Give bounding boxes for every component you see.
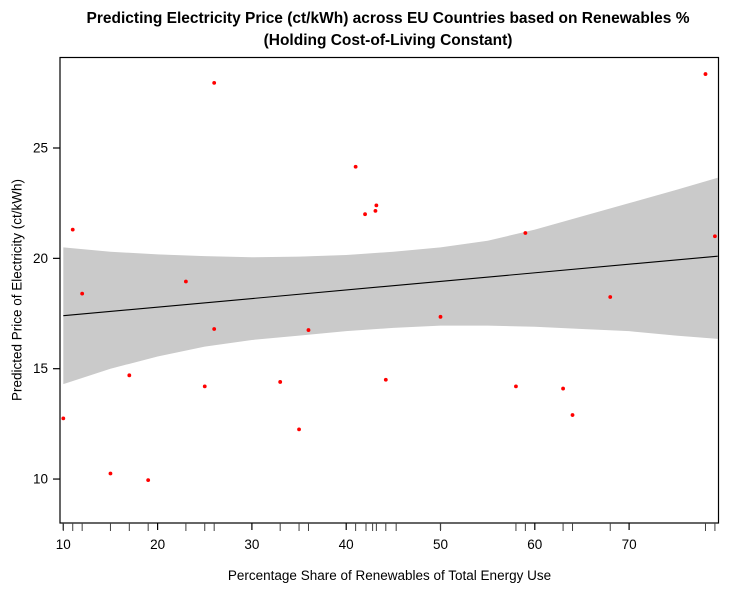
data-point xyxy=(212,80,217,85)
data-point xyxy=(713,234,717,239)
y-axis-title: Predicted Price of Electricity (ct/kWh) xyxy=(9,178,25,402)
data-point xyxy=(127,373,132,378)
data-point xyxy=(363,212,367,217)
data-point xyxy=(146,478,151,483)
data-point xyxy=(61,416,66,421)
data-point xyxy=(108,471,113,476)
chart-title-line2: (Holding Cost-of-Living Constant) xyxy=(263,32,513,49)
data-point xyxy=(80,291,85,296)
chart-title: Predicting Electricity Price (ct/kWh) ac… xyxy=(30,8,746,52)
data-point xyxy=(306,328,311,332)
x-axis-tick-label: 60 xyxy=(527,537,542,552)
y-axis-tick-label: 20 xyxy=(33,251,48,266)
data-point xyxy=(383,377,388,382)
y-axis-tick-label: 15 xyxy=(33,361,48,376)
x-axis-tick-label: 50 xyxy=(433,537,448,552)
x-axis-tick-label: 20 xyxy=(150,537,165,552)
x-axis-tick-label: 40 xyxy=(339,537,354,552)
data-point xyxy=(523,231,528,235)
y-axis-tick-label: 25 xyxy=(33,141,48,156)
data-point xyxy=(202,384,207,389)
x-axis-tick-label: 10 xyxy=(56,537,71,552)
x-axis-tick-label: 30 xyxy=(244,537,259,552)
plot-box xyxy=(59,56,720,524)
x-axis-title: Percentage Share of Renewables of Total … xyxy=(227,568,552,583)
data-point xyxy=(703,72,708,76)
data-point xyxy=(70,227,75,232)
data-point xyxy=(608,295,613,299)
data-point xyxy=(514,384,518,389)
data-point xyxy=(374,203,379,208)
x-axis-tick-label: 70 xyxy=(622,537,637,552)
regression-line xyxy=(63,255,718,317)
data-point xyxy=(438,314,443,319)
confidence-band xyxy=(63,177,718,385)
data-point xyxy=(297,427,301,432)
data-point xyxy=(373,208,378,213)
y-axis-tick-label: 10 xyxy=(33,472,48,487)
data-point xyxy=(183,279,188,284)
data-point xyxy=(561,386,565,391)
data-point xyxy=(278,380,283,384)
data-point xyxy=(570,413,575,417)
chart-title-line1: Predicting Electricity Price (ct/kWh) ac… xyxy=(86,10,690,27)
data-point xyxy=(353,164,358,169)
data-point xyxy=(212,327,217,331)
